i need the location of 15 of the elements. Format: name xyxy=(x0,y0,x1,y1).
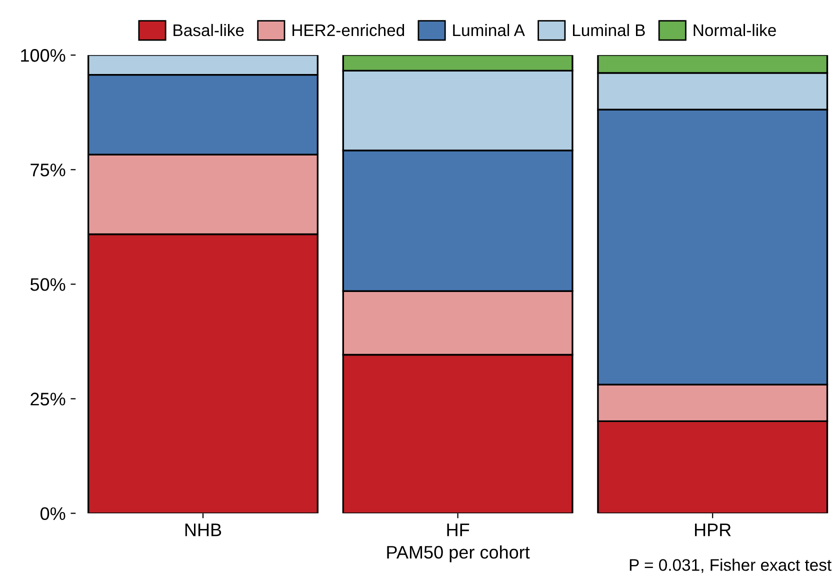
legend-label: Normal-like xyxy=(694,24,776,36)
y-tick-label: 50% xyxy=(30,278,66,291)
legend-label: HER2-enriched xyxy=(292,24,404,36)
y-tick-label: 25% xyxy=(30,392,66,406)
legend-label: Luminal A xyxy=(453,24,525,36)
legend-label: Luminal B xyxy=(573,24,645,36)
x-axis-title: PAM50 per cohort xyxy=(387,545,530,562)
legend-label: Basal-like xyxy=(174,24,244,36)
x-tick-label: NHB xyxy=(185,524,222,536)
x-tick-label: HF xyxy=(447,524,470,536)
x-tick-label: HPR xyxy=(695,524,731,536)
y-tick-label: 0% xyxy=(40,507,66,520)
y-tick-label: 75% xyxy=(30,164,66,176)
y-tick-label: 100% xyxy=(21,49,66,62)
text: P = 0.031, Fisher exact test xyxy=(630,558,832,573)
